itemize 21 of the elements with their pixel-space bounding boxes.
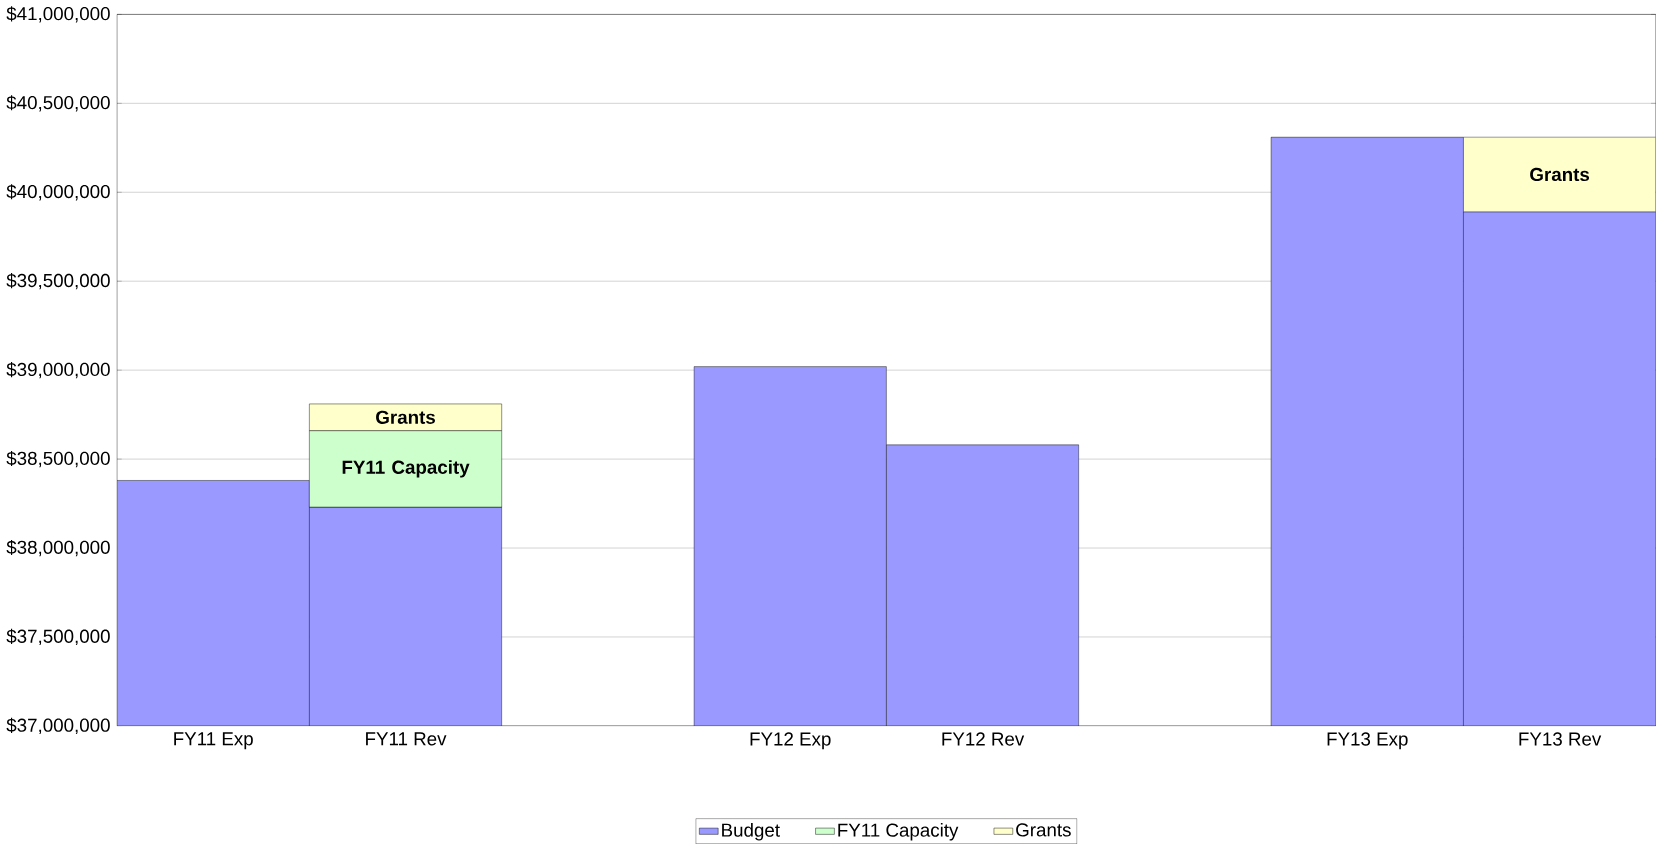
y-tick-label: $39,500,000 xyxy=(6,273,110,290)
x-tick-label: FY12 Exp xyxy=(750,732,831,750)
y-tick-label: $38,500,000 xyxy=(6,450,110,468)
y-tick-label: $39,000,000 xyxy=(6,361,110,379)
y-tick-label: $38,000,000 xyxy=(6,539,110,557)
y-tick-label: $41,000,000 xyxy=(6,6,110,23)
y-tick-label: $40,000,000 xyxy=(6,184,110,201)
x-tick-label: FY13 Rev xyxy=(1519,732,1602,746)
x-tick-label: FY13 Exp xyxy=(1327,732,1408,750)
x-tick-label: FY11 Rev xyxy=(366,732,447,746)
data-label: FY11 Capacity xyxy=(342,460,470,478)
y-tick-label: $40,500,000 xyxy=(6,95,110,112)
legend-label: FY11 Capacity xyxy=(838,823,959,841)
y-tick-label: $37,000,000 xyxy=(6,717,110,735)
y-tick-label: $37,500,000 xyxy=(6,628,110,646)
legend-label: Grants xyxy=(1016,823,1071,837)
x-tick-label: FY11 Exp xyxy=(174,732,253,750)
data-label: Grants xyxy=(1530,167,1590,182)
data-label: Grants xyxy=(376,410,435,424)
x-tick-label: FY12 Rev xyxy=(942,732,1025,746)
legend-label: Budget xyxy=(722,823,780,841)
